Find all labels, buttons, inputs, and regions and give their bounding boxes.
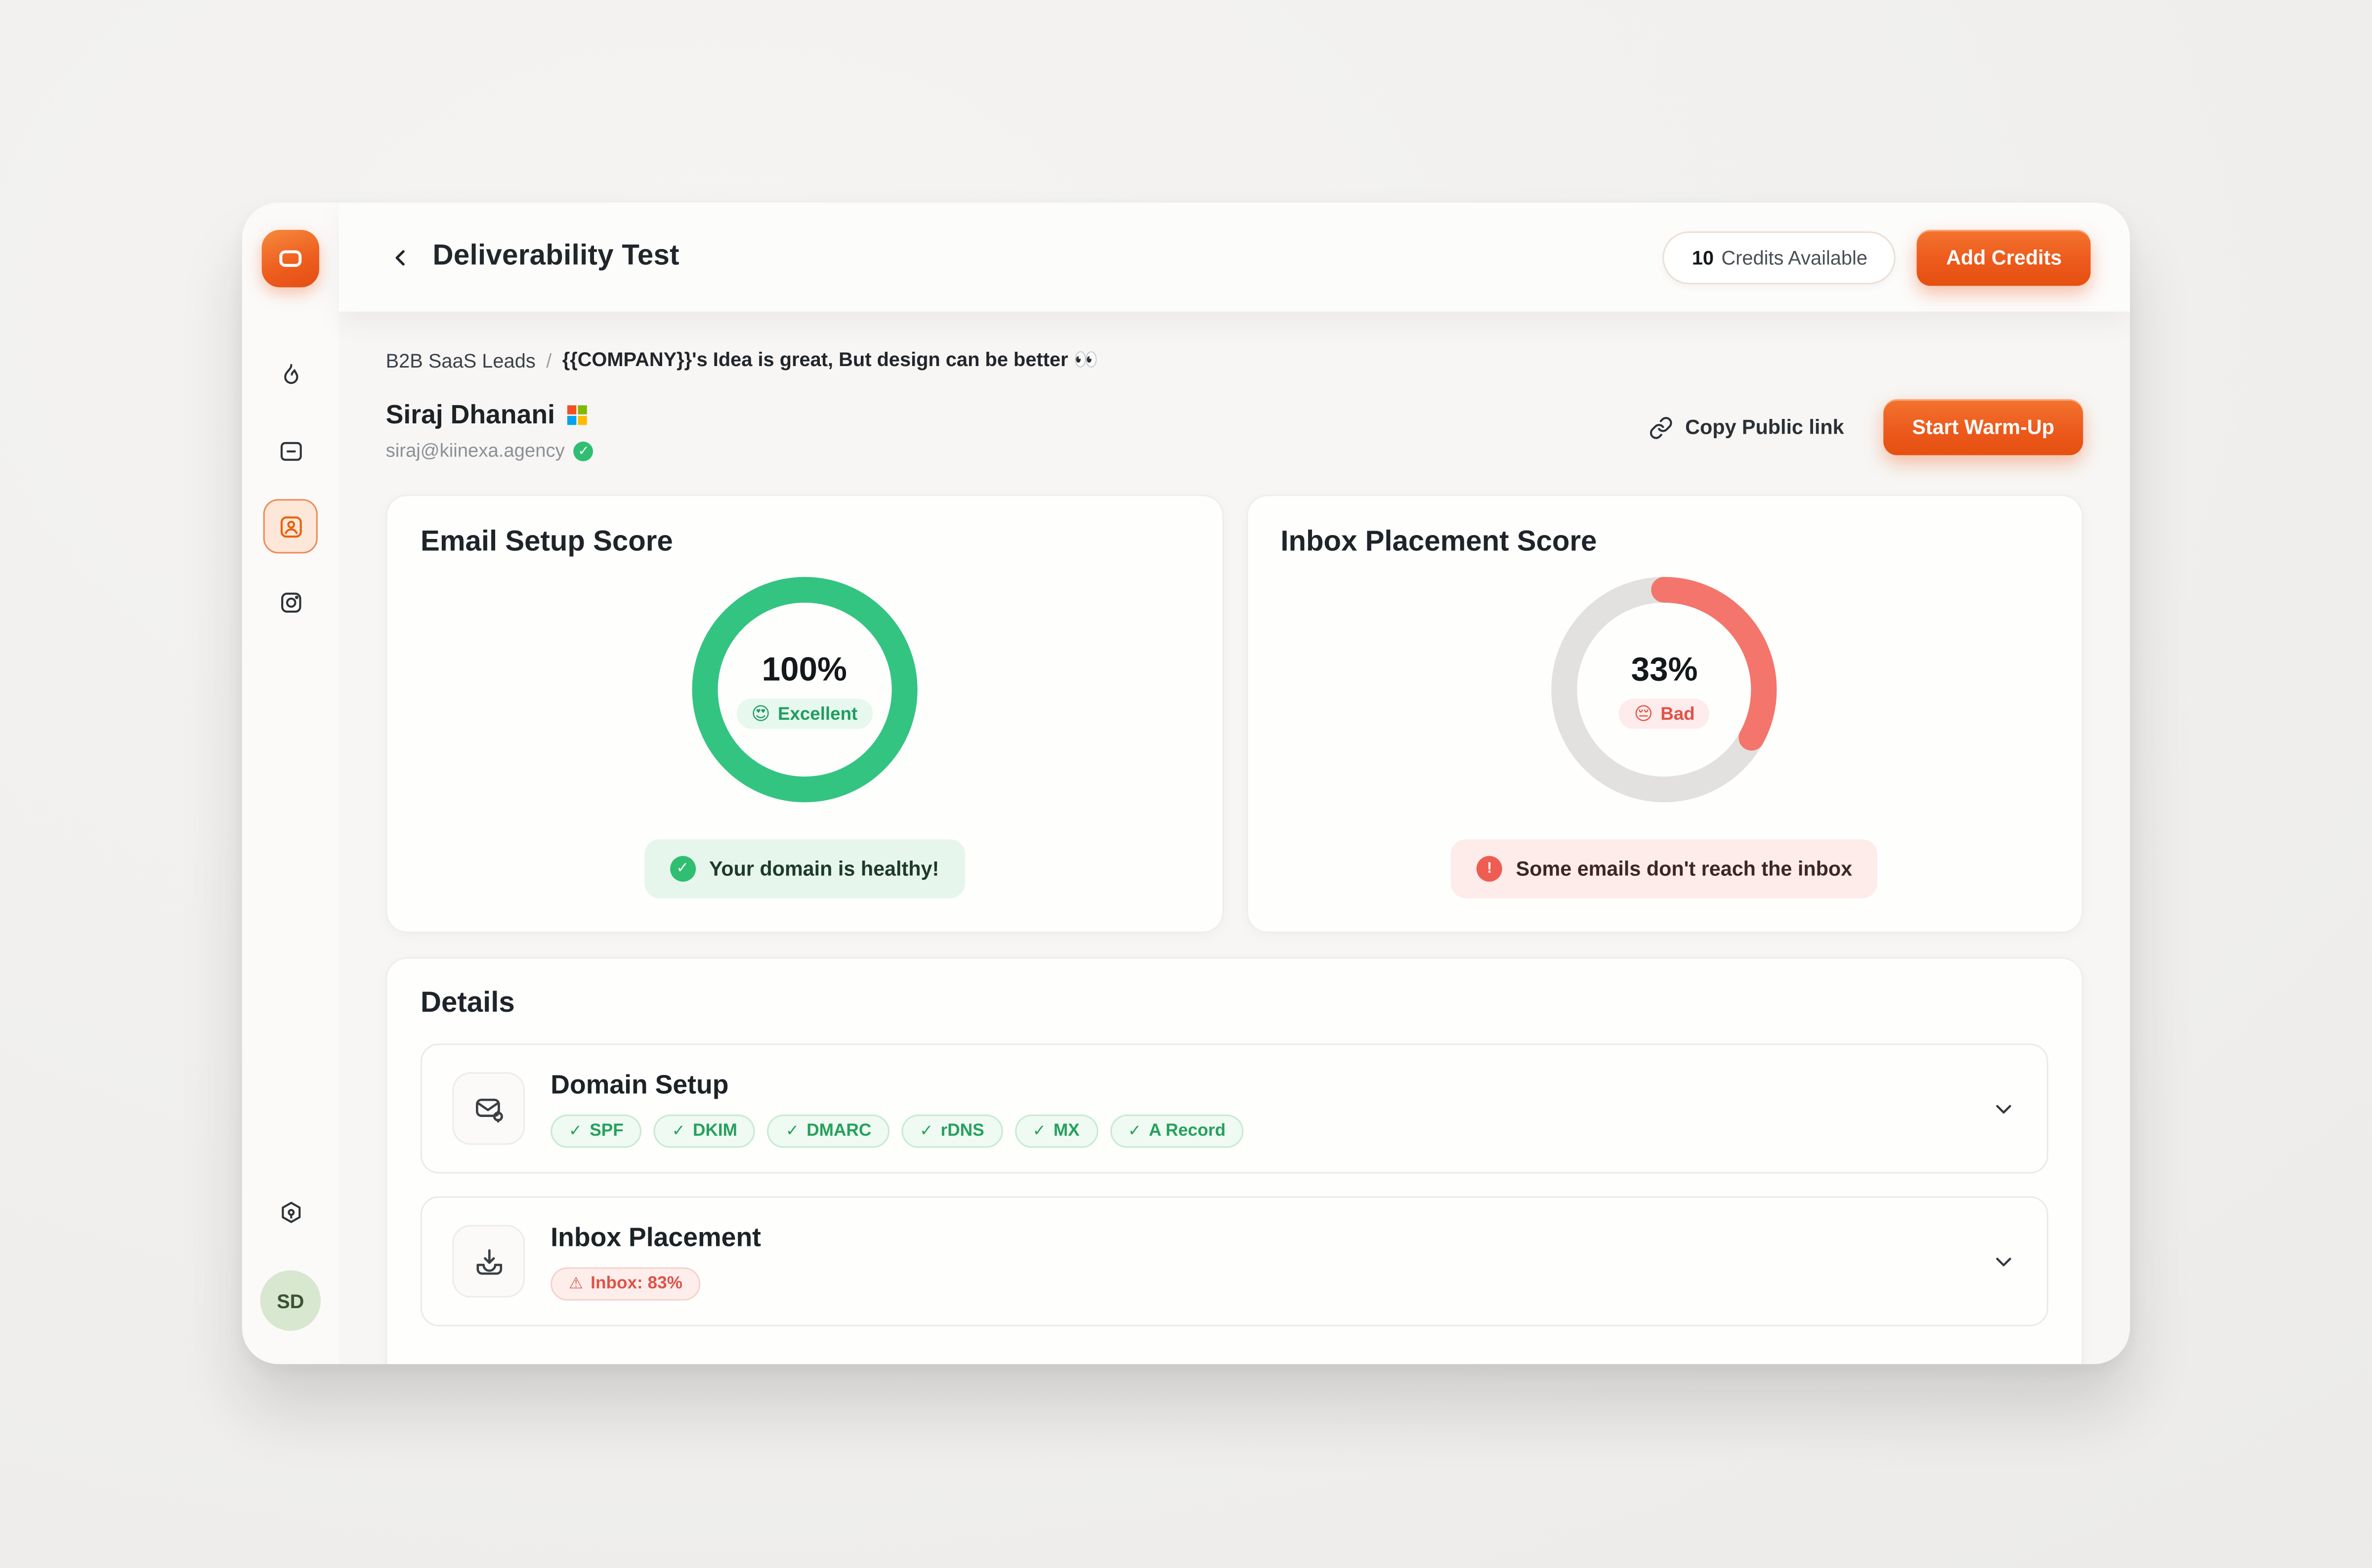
copy-public-link-label: Copy Public link: [1685, 415, 1844, 439]
mail-logo-icon: [279, 250, 302, 267]
inbox-placement-score-title: Inbox Placement Score: [1280, 526, 1597, 558]
credits-label: Credits Available: [1721, 246, 1868, 269]
main-column: Deliverability Test 10 Credits Available…: [339, 203, 2130, 1364]
microsoft-provider-icon: [567, 405, 588, 425]
user-avatar[interactable]: SD: [260, 1270, 321, 1331]
spf-badge: ✓ SPF: [551, 1114, 642, 1148]
sidebar-item-settings[interactable]: [263, 1186, 318, 1240]
check-icon: ✓: [920, 1122, 933, 1141]
verified-badge-icon: ✓: [574, 441, 593, 461]
contact-email: siraj@kiinexa.agency: [385, 440, 565, 461]
breadcrumb-parent[interactable]: B2B SaaS Leads: [385, 348, 536, 371]
dmarc-badge: ✓ DMARC: [767, 1114, 890, 1148]
inbox-placement-expand-button[interactable]: [1991, 1248, 2017, 1274]
chevron-down-icon: [1996, 1104, 2011, 1113]
check-icon: ✓: [569, 1122, 582, 1141]
card-list-icon: [280, 441, 301, 460]
avatar-initials: SD: [277, 1289, 304, 1312]
chevron-left-icon: [395, 249, 404, 265]
flame-icon: [283, 363, 297, 383]
a-record-badge: ✓ A Record: [1109, 1114, 1244, 1148]
start-warmup-button[interactable]: Start Warm-Up: [1883, 399, 2083, 455]
credits-available-pill[interactable]: 10 Credits Available: [1663, 230, 1897, 284]
app-window: SD Deliverability Test 10 Credits Availa…: [242, 203, 2130, 1364]
check-icon: ✓: [1032, 1122, 1046, 1141]
contact-identity: Siraj Dhanani siraj@kiinexa.agency ✓: [386, 399, 593, 461]
sidebar-item-deliverability[interactable]: [263, 499, 318, 554]
domain-setup-expand-button[interactable]: [1991, 1096, 2017, 1121]
check-icon: ✓: [672, 1122, 685, 1141]
details-card: Details Domain Setup ✓ SPF ✓ DKIM: [385, 957, 2083, 1364]
domain-setup-icon-box: [452, 1072, 525, 1145]
inbox-placement-score-card: Inbox Placement Score 33% 😔 Bad: [1245, 495, 2083, 933]
check-icon: ✓: [785, 1122, 799, 1141]
domain-setup-badges: ✓ SPF ✓ DKIM ✓ DMARC ✓ rDNS ✓ MX ✓ A Record: [551, 1114, 1244, 1148]
sidebar-item-warmup[interactable]: [263, 348, 318, 402]
warning-triangle-icon: ⚠: [569, 1275, 583, 1293]
breadcrumb-current: {{COMPANY}}'s Idea is great, But design …: [562, 348, 1099, 371]
hexagon-settings-icon: [281, 1201, 300, 1223]
inbox-warning-text: Some emails don't reach the inbox: [1516, 857, 1853, 880]
chevron-down-icon: [1996, 1257, 2011, 1266]
email-setup-score-title: Email Setup Score: [421, 526, 673, 558]
domain-healthy-status: ✓ Your domain is healthy!: [644, 839, 965, 899]
mx-badge: ✓ MX: [1014, 1114, 1098, 1148]
breadcrumb-separator: /: [546, 348, 552, 371]
sidebar-item-campaigns[interactable]: [263, 423, 318, 478]
page-title: Deliverability Test: [432, 240, 679, 273]
email-setup-score-card: Email Setup Score 100% 😍 Excellent: [385, 495, 1223, 933]
inbox-download-icon: [475, 1248, 502, 1274]
back-button[interactable]: [378, 236, 421, 279]
score-cards-row: Email Setup Score 100% 😍 Excellent: [385, 495, 2083, 933]
dkim-badge: ✓ DKIM: [654, 1114, 756, 1148]
breadcrumb: B2B SaaS Leads / {{COMPANY}}'s Idea is g…: [386, 348, 2083, 372]
contact-inbox-icon: [280, 515, 301, 537]
camera-icon: [280, 592, 300, 612]
contact-header-row: Siraj Dhanani siraj@kiinexa.agency ✓: [386, 399, 2083, 461]
domain-setup-title: Domain Setup: [551, 1069, 729, 1100]
domain-setup-row[interactable]: Domain Setup ✓ SPF ✓ DKIM ✓ DMARC ✓ rDNS ✓ MX…: [421, 1043, 2048, 1174]
inbox-warning-status: ! Some emails don't reach the inbox: [1451, 839, 1878, 899]
check-icon: ✓: [1128, 1122, 1142, 1141]
email-setup-donut: 100% 😍 Excellent: [689, 575, 919, 804]
app-logo[interactable]: [261, 230, 319, 288]
inbox-placement-row[interactable]: Inbox Placement ⚠ Inbox: 83%: [421, 1196, 2048, 1326]
envelope-gear-icon: [475, 1098, 503, 1122]
rdns-badge: ✓ rDNS: [901, 1114, 1003, 1148]
alert-circle-icon: !: [1477, 856, 1503, 882]
sidebar-item-screenshots[interactable]: [263, 575, 318, 629]
link-icon: [1650, 416, 1672, 439]
contact-name: Siraj Dhanani: [385, 399, 555, 430]
inbox-placement-icon-box: [452, 1225, 525, 1298]
sidebar: SD: [242, 203, 339, 1364]
inbox-placement-title: Inbox Placement: [551, 1222, 762, 1252]
top-bar: Deliverability Test 10 Credits Available…: [339, 203, 2130, 312]
domain-healthy-text: Your domain is healthy!: [709, 857, 939, 880]
inbox-placement-donut: 33% 😔 Bad: [1549, 575, 1779, 804]
inbox-percentage-badge: ⚠ Inbox: 83%: [551, 1267, 701, 1301]
copy-public-link-button[interactable]: Copy Public link: [1649, 415, 1844, 439]
add-credits-button[interactable]: Add Credits: [1917, 229, 2091, 286]
inbox-placement-badges: ⚠ Inbox: 83%: [551, 1267, 761, 1301]
check-circle-icon: ✓: [670, 856, 696, 882]
content-area: B2B SaaS Leads / {{COMPANY}}'s Idea is g…: [339, 311, 2130, 1364]
credits-count: 10: [1692, 246, 1714, 269]
details-title: Details: [421, 987, 515, 1020]
